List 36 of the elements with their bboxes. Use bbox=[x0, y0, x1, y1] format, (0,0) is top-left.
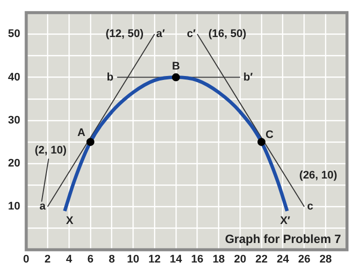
annotation: A bbox=[77, 127, 86, 140]
x-tick-label: 6 bbox=[87, 253, 94, 266]
y-tick-label: 30 bbox=[8, 114, 20, 126]
x-tick-label: 2 bbox=[44, 253, 51, 266]
y-tick-label: 10 bbox=[8, 200, 20, 213]
x-tick-label: 10 bbox=[127, 253, 140, 266]
annotation: X′ bbox=[280, 215, 290, 228]
x-tick-label: 8 bbox=[108, 253, 115, 266]
annotation: (2, 10) bbox=[34, 144, 67, 157]
annotation: (26, 10) bbox=[299, 170, 338, 182]
x-tick-label: 18 bbox=[212, 253, 225, 266]
y-tick-label: 20 bbox=[8, 158, 20, 170]
annotation: (16, 50) bbox=[208, 28, 247, 40]
x-tick-label: 16 bbox=[191, 253, 204, 266]
x-tick-label: 14 bbox=[170, 253, 183, 266]
annotation: c′ bbox=[186, 28, 196, 40]
x-tick-label: 24 bbox=[276, 253, 290, 266]
annotation: b′ bbox=[243, 71, 254, 84]
annotation: C bbox=[265, 129, 274, 142]
y-tick-label: 40 bbox=[8, 71, 20, 84]
x-tick-label: 26 bbox=[298, 253, 310, 266]
y-tick-label: 50 bbox=[8, 28, 20, 40]
x-tick-label: 20 bbox=[234, 253, 246, 266]
annotation: c bbox=[307, 200, 314, 213]
x-tick-label: 28 bbox=[319, 253, 332, 266]
x-tick-label: 4 bbox=[66, 253, 73, 266]
annotation: X bbox=[66, 215, 74, 228]
x-tick-label: 0 bbox=[23, 253, 30, 266]
x-tick-label: 12 bbox=[148, 253, 161, 266]
annotation: (12, 50) bbox=[106, 28, 144, 40]
x-tick-label: 22 bbox=[255, 253, 268, 266]
annotation: B bbox=[172, 60, 180, 72]
annotation: b bbox=[106, 71, 114, 84]
annotation: Graph for Problem 7 bbox=[224, 232, 342, 246]
annotation: a bbox=[40, 200, 47, 213]
annotation: a′ bbox=[156, 28, 166, 40]
